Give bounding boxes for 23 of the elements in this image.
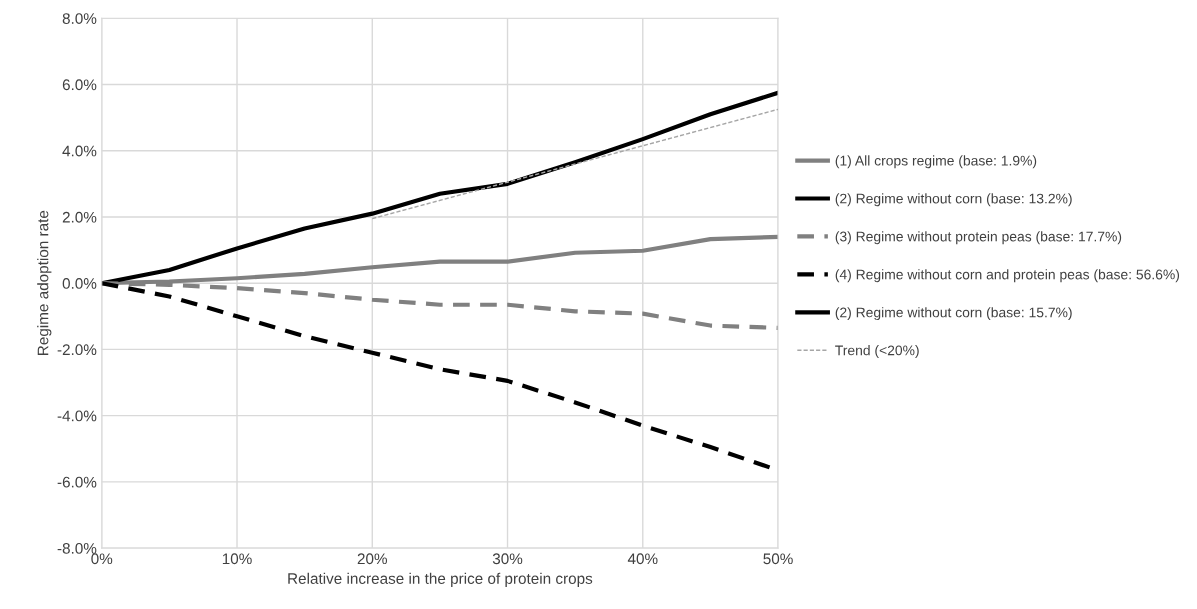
y-tick-label: -8.0% xyxy=(57,542,97,554)
legend-label: (4) Regime without corn and protein peas (base: 56.6%) xyxy=(835,269,1180,283)
x-tick-label: 20% xyxy=(357,553,388,565)
y-tick-label: 8.0% xyxy=(62,13,97,24)
y-tick-label: 0.0% xyxy=(62,278,97,289)
x-tick-label: 30% xyxy=(492,553,523,565)
y-tick-label: -2.0% xyxy=(57,344,97,356)
legend-label: (2) Regime without corn (base: 13.2%) xyxy=(835,193,1072,207)
legend-label: (3) Regime without protein peas (base: 17.7%) xyxy=(835,231,1122,245)
y-axis-title: Regime adoption rate xyxy=(37,210,52,355)
legend-label: (1) All crops regime (base: 1.9%) xyxy=(835,155,1037,169)
legend-label: Trend (<20%) xyxy=(835,345,919,359)
x-tick-label: 50% xyxy=(763,553,793,565)
x-tick-label: 10% xyxy=(222,553,252,565)
y-tick-label: -4.0% xyxy=(57,410,97,422)
x-tick-label: 40% xyxy=(627,553,658,565)
legend-label: (2) Regime without corn (base: 15.7%) xyxy=(835,307,1072,321)
y-tick-label: 6.0% xyxy=(62,79,97,91)
y-tick-label: 4.0% xyxy=(62,145,97,157)
y-tick-label: -6.0% xyxy=(57,476,97,488)
x-tick-label: 0% xyxy=(91,553,113,565)
y-tick-label: 2.0% xyxy=(62,211,97,223)
x-axis-title: Relative increase in the price of protein crops xyxy=(288,572,593,587)
